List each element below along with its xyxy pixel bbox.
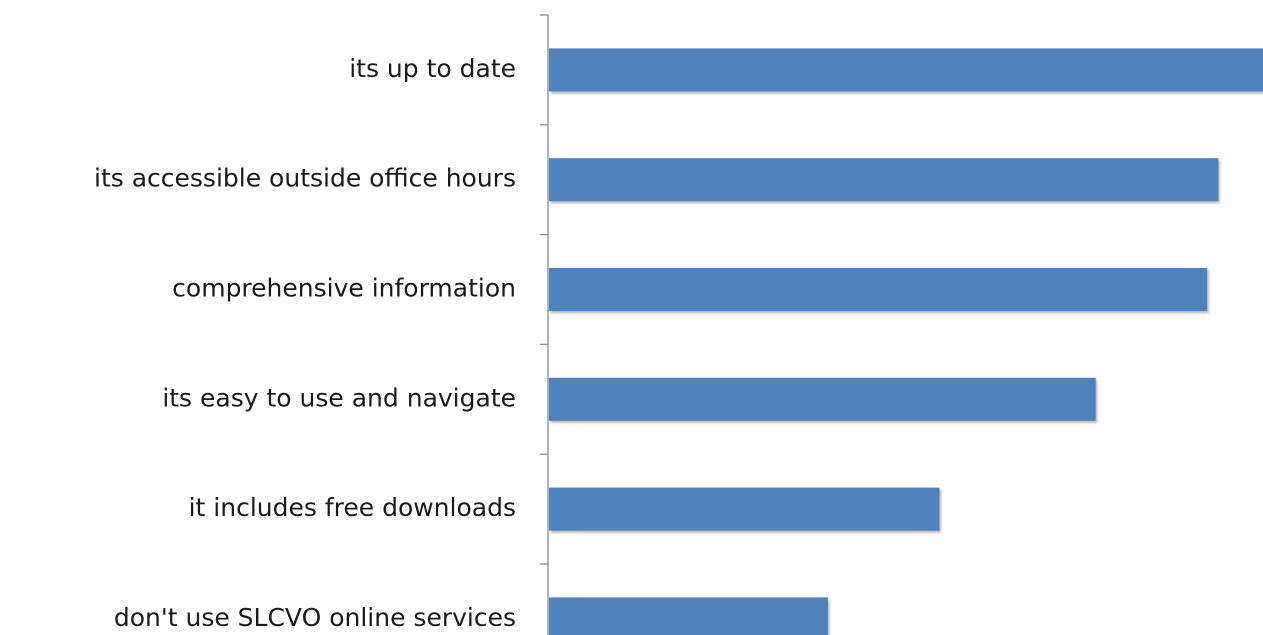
category-label: don't use SLCVO online services xyxy=(114,603,516,632)
bar xyxy=(549,48,1263,92)
category-label: it includes free downloads xyxy=(189,493,516,522)
bar xyxy=(549,158,1219,202)
bar xyxy=(549,487,940,531)
bar xyxy=(549,377,1096,421)
category-label: its up to date xyxy=(349,54,516,83)
category-label: its easy to use and navigate xyxy=(162,383,516,412)
bar xyxy=(549,597,828,635)
bar xyxy=(549,268,1208,311)
category-label: comprehensive information xyxy=(172,274,516,303)
category-label: its accessible outside office hours xyxy=(94,164,516,193)
